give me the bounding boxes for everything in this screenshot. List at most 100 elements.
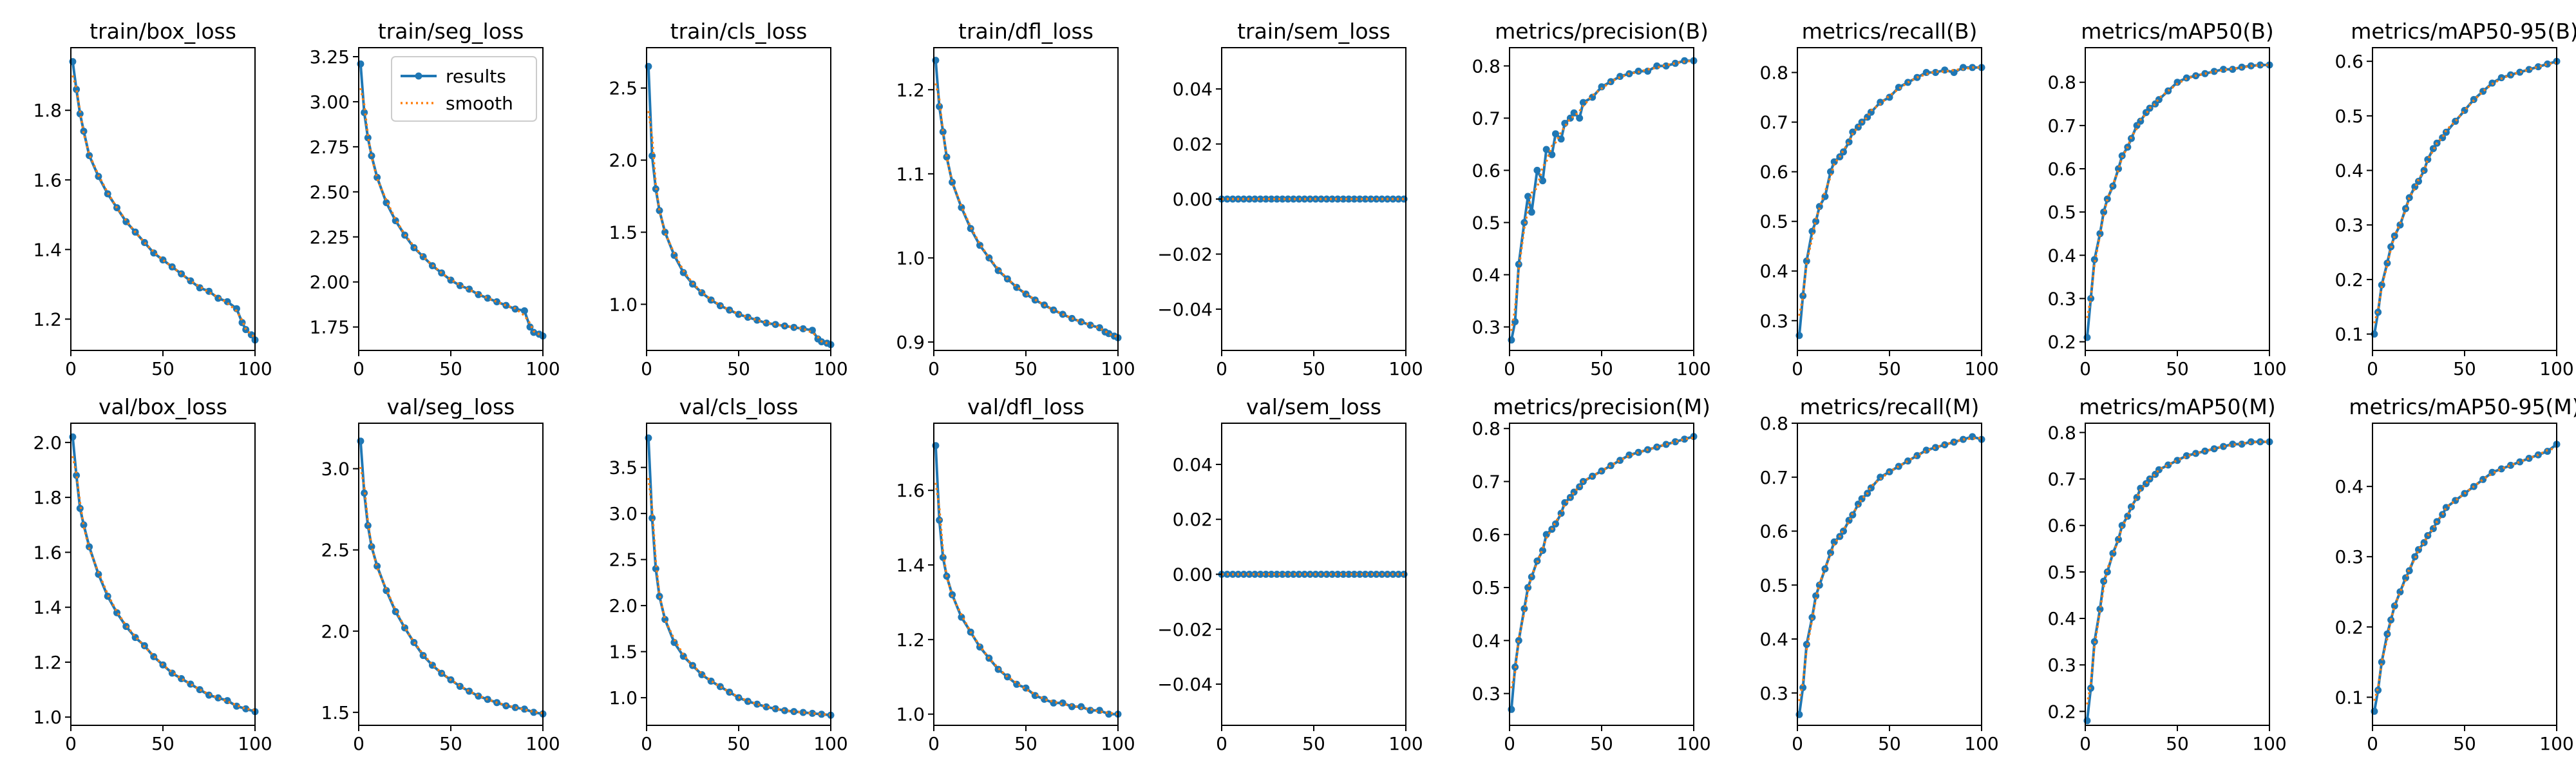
y-tick-label: 0.5 <box>1759 575 1788 596</box>
x-tick-label: 100 <box>1388 733 1423 754</box>
x-tick-label: 100 <box>1964 733 1998 754</box>
data-point <box>1625 451 1633 459</box>
data-point <box>1284 195 1292 203</box>
y-tick-label: 3.5 <box>609 457 638 479</box>
y-tick-label: 3.25 <box>310 46 350 68</box>
data-point <box>1579 99 1587 106</box>
data-point <box>1895 463 1902 470</box>
x-tick-label: 50 <box>151 733 175 754</box>
data-point <box>1334 571 1341 578</box>
data-point <box>1671 59 1679 67</box>
y-tick-label: 0.00 <box>1173 189 1213 210</box>
subplot-title: metrics/mAP50(M) <box>2079 394 2275 419</box>
y-tick-label: 0.3 <box>2334 546 2363 568</box>
y-tick-label: 0.3 <box>1472 683 1501 705</box>
subplot-17: metrics/mAP50(M) 0 50 100 0.2 0.3 0.4 0.5 0.6 0.7… <box>2047 394 2286 754</box>
x-tick-label: 0 <box>65 733 77 754</box>
data-point <box>1356 571 1363 578</box>
y-tick-label: 0.02 <box>1173 134 1213 155</box>
data-point <box>1922 69 1930 76</box>
data-point <box>2192 450 2200 457</box>
y-tick-label: 1.75 <box>310 317 350 338</box>
data-point <box>502 301 510 309</box>
x-tick-label: 50 <box>1590 733 1613 754</box>
data-point <box>383 199 390 207</box>
data-point <box>140 239 148 246</box>
subplot-title: val/sem_loss <box>1246 394 1381 419</box>
y-tick-label: 1.2 <box>33 652 62 673</box>
x-tick-label: 0 <box>1504 733 1515 754</box>
y-tick-label: 1.0 <box>609 687 638 709</box>
data-point <box>1815 581 1823 589</box>
subplot-6: metrics/precision(B) 0 50 100 0.3 0.4 0.5 0.6 0.… <box>1472 19 1710 379</box>
data-point <box>1256 571 1264 578</box>
data-point <box>1845 138 1853 146</box>
data-point <box>1548 151 1556 158</box>
x-tick-label: 50 <box>1302 358 1325 379</box>
subplot-15: metrics/precision(M) 0 50 100 0.3 0.4 0.5 0.6 0.… <box>1472 394 1710 754</box>
data-point <box>238 319 246 327</box>
x-tick-label: 0 <box>928 733 940 754</box>
x-tick-label: 50 <box>1878 733 1901 754</box>
x-tick-label: 0 <box>641 358 652 379</box>
axes-frame <box>1509 47 1694 351</box>
x-tick-label: 50 <box>1878 358 1901 379</box>
y-tick-label: 0.4 <box>1472 630 1501 651</box>
data-point <box>1662 441 1670 448</box>
data-point <box>73 472 80 479</box>
smooth-line <box>647 477 831 716</box>
data-point <box>214 294 222 302</box>
y-tick-label: 0.8 <box>2047 422 2076 443</box>
data-point <box>1607 78 1615 86</box>
x-tick-label: 50 <box>151 358 175 379</box>
subplot-title: train/cls_loss <box>670 19 808 44</box>
data-point <box>936 102 943 110</box>
y-tick-label: 1.1 <box>896 164 925 185</box>
subplot-5: train/sem_loss 0 50 100 −0.04 −0.02 0.00 0.02 0.… <box>1157 19 1423 379</box>
results-line <box>2085 440 2269 721</box>
data-point <box>2118 522 2126 530</box>
data-point <box>368 543 375 551</box>
axes-frame <box>646 423 831 726</box>
data-point <box>2103 195 2111 203</box>
smooth-line <box>1798 437 1982 701</box>
data-point <box>1329 571 1336 578</box>
x-tick-label: 100 <box>238 358 272 379</box>
data-point <box>520 307 528 314</box>
x-tick-label: 100 <box>1101 358 1135 379</box>
smooth-line <box>71 455 256 712</box>
x-tick-label: 50 <box>2453 358 2476 379</box>
legend-box <box>391 56 537 122</box>
legend: results smooth <box>391 56 537 122</box>
y-tick-label: 0.5 <box>2047 202 2076 223</box>
data-point <box>2174 79 2181 86</box>
x-tick-label: 0 <box>2367 733 2378 754</box>
data-point <box>1031 692 1039 700</box>
data-point <box>1345 571 1352 578</box>
data-point <box>1340 571 1347 578</box>
data-point <box>1367 195 1375 203</box>
data-point <box>2090 256 2098 263</box>
data-point <box>86 152 93 159</box>
data-point <box>86 543 93 551</box>
data-point <box>2257 61 2264 69</box>
results-line <box>2085 63 2269 338</box>
y-tick-label: 0.7 <box>1759 467 1788 488</box>
data-point <box>1350 195 1358 203</box>
data-point <box>1262 195 1270 203</box>
data-point <box>2516 68 2524 76</box>
x-tick-label: 0 <box>2079 733 2091 754</box>
results-line <box>2372 60 2557 334</box>
data-point <box>1290 195 1297 203</box>
data-point <box>1251 571 1258 578</box>
y-tick-label: 0.2 <box>2334 269 2363 291</box>
x-tick-label: 50 <box>1302 733 1325 754</box>
y-tick-label: 0.7 <box>2047 115 2076 137</box>
x-tick-label: 100 <box>2539 358 2573 379</box>
data-point <box>1059 699 1066 707</box>
data-point <box>1681 435 1689 443</box>
data-point <box>2378 658 2385 666</box>
y-tick-label: 0.5 <box>2334 106 2363 127</box>
data-point <box>744 698 752 705</box>
